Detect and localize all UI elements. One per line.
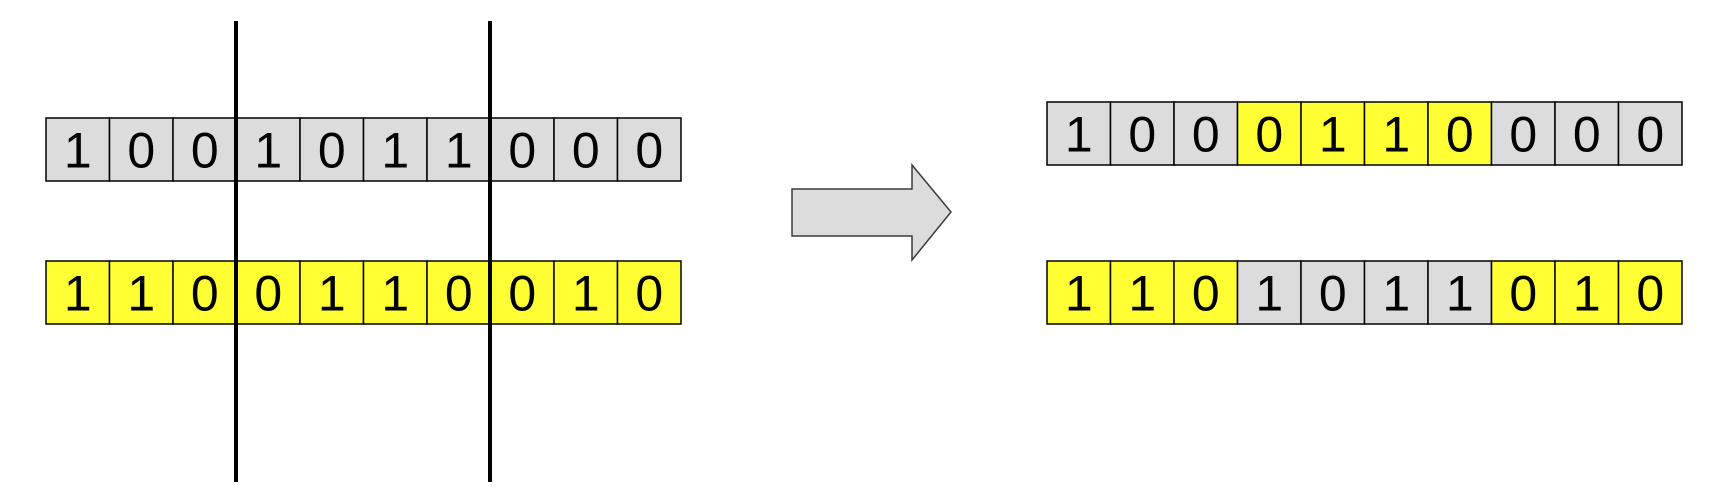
bit-cell: 1 [110,261,174,324]
bit-value: 0 [1192,107,1220,163]
bit-cell: 1 [364,118,428,181]
bit-value: 1 [1382,107,1410,163]
bit-value: 0 [1446,107,1474,163]
bit-value: 1 [381,123,409,179]
bit-cell: 0 [1174,261,1238,324]
bit-cell: 0 [554,118,618,181]
bit-value: 1 [1382,266,1410,322]
bit-cell: 0 [1174,102,1238,165]
bit-value: 1 [1319,107,1347,163]
bit-value: 1 [64,123,92,179]
bit-value: 1 [1255,266,1283,322]
bit-cell: 0 [1492,102,1556,165]
bit-cell: 0 [1301,261,1365,324]
bit-cell: 0 [1492,261,1556,324]
bit-cell: 1 [1365,102,1429,165]
bit-cell: 0 [618,261,682,324]
bit-cell: 0 [1428,102,1492,165]
bit-value: 0 [1573,107,1601,163]
bit-value: 1 [1065,266,1093,322]
bit-value: 1 [381,266,409,322]
bit-value: 0 [508,266,536,322]
bit-cell: 0 [300,118,364,181]
bit-value: 0 [635,123,663,179]
bit-cell: 1 [1047,261,1111,324]
bit-value: 1 [64,266,92,322]
bit-value: 0 [127,123,155,179]
bit-cell: 1 [1428,261,1492,324]
bit-cell: 1 [1238,261,1302,324]
bit-value: 0 [1509,266,1537,322]
bit-cell: 0 [491,261,555,324]
bit-value: 1 [572,266,600,322]
bit-cell: 1 [300,261,364,324]
bit-value: 0 [254,266,282,322]
bit-cell: 0 [1619,261,1683,324]
bit-value: 0 [191,123,219,179]
bit-value: 0 [1319,266,1347,322]
bit-cell: 0 [618,118,682,181]
bit-value: 1 [1573,266,1601,322]
bit-value: 0 [1192,266,1220,322]
bit-cell: 1 [1555,261,1619,324]
bit-cell: 1 [46,261,110,324]
bit-cell: 1 [427,118,491,181]
bit-cell: 0 [173,261,237,324]
bit-cell: 0 [1619,102,1683,165]
bit-value: 0 [318,123,346,179]
bit-cell: 1 [364,261,428,324]
right-arrow-icon [792,165,951,260]
bit-value: 1 [1446,266,1474,322]
bit-value: 0 [508,123,536,179]
bit-cell: 1 [1047,102,1111,165]
bit-cell: 0 [173,118,237,181]
parent-2-row: 1100110010 [46,261,681,324]
cut-lines [236,21,490,482]
bit-cell: 0 [491,118,555,181]
bit-cell: 0 [1238,102,1302,165]
bit-value: 1 [445,123,473,179]
bit-cell: 1 [46,118,110,181]
bit-cell: 1 [1111,261,1175,324]
bit-cell: 1 [237,118,301,181]
bit-cell: 0 [427,261,491,324]
bit-value: 0 [1128,107,1156,163]
bit-value: 0 [191,266,219,322]
bit-cell: 1 [1365,261,1429,324]
bit-value: 1 [127,266,155,322]
bit-value: 0 [445,266,473,322]
bit-value: 0 [635,266,663,322]
bit-value: 0 [572,123,600,179]
bit-value: 0 [1636,266,1664,322]
bit-value: 0 [1509,107,1537,163]
bit-value: 0 [1255,107,1283,163]
bit-cell: 1 [554,261,618,324]
bit-cell: 0 [237,261,301,324]
bit-value: 1 [1128,266,1156,322]
bit-cell: 1 [1301,102,1365,165]
bit-value: 1 [1065,107,1093,163]
bit-value: 1 [254,123,282,179]
bit-cell: 0 [1111,102,1175,165]
bit-value: 0 [1636,107,1664,163]
bit-cell: 0 [1555,102,1619,165]
bit-value: 1 [318,266,346,322]
bit-cell: 0 [110,118,174,181]
